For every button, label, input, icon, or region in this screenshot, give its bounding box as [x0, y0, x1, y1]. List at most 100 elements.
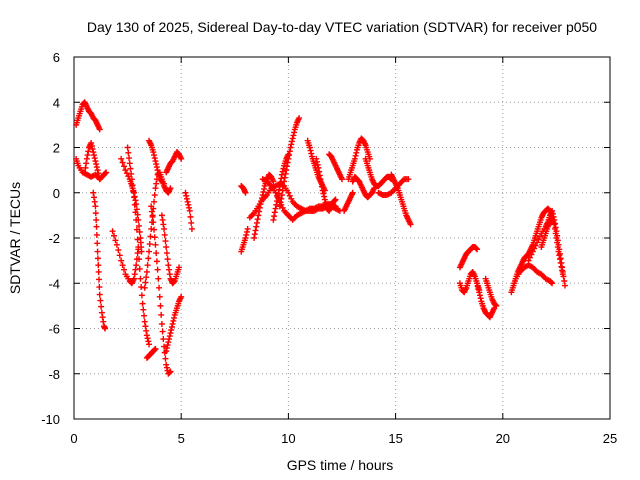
data-point — [549, 280, 556, 287]
data-point — [272, 205, 279, 212]
data-point — [91, 198, 98, 205]
data-point — [161, 231, 168, 238]
series-sat-b — [73, 155, 110, 183]
data-point — [94, 255, 101, 262]
data-point — [559, 267, 566, 274]
data-point — [296, 115, 303, 122]
data-point — [92, 158, 99, 165]
data-point — [141, 318, 148, 325]
data-point — [283, 163, 290, 170]
data-point — [257, 201, 264, 208]
data-point — [536, 233, 543, 240]
series-sat-z — [326, 151, 345, 183]
data-point — [90, 189, 97, 196]
data-point — [183, 192, 190, 199]
series-sat-x — [304, 137, 328, 194]
data-point — [316, 172, 323, 179]
data-point — [94, 248, 101, 255]
data-point — [96, 176, 103, 183]
data-point — [131, 194, 138, 201]
data-point — [557, 259, 564, 266]
data-point — [163, 244, 170, 251]
series-sat-w — [270, 151, 292, 223]
data-point — [274, 194, 281, 201]
data-point — [134, 236, 141, 243]
y-tick-label: 0 — [53, 186, 60, 201]
data-point — [405, 176, 412, 183]
data-point — [251, 231, 258, 238]
data-point — [151, 346, 158, 353]
data-point — [313, 158, 320, 165]
data-points — [73, 99, 568, 377]
y-tick-label: 6 — [53, 50, 60, 65]
data-point — [561, 282, 568, 289]
data-point — [164, 256, 171, 263]
x-tick-label: 5 — [178, 431, 185, 446]
data-point — [132, 209, 139, 216]
data-point — [279, 187, 286, 194]
data-point — [131, 271, 138, 278]
data-point — [85, 148, 92, 155]
data-point — [113, 241, 120, 248]
data-point — [314, 161, 321, 168]
data-point — [160, 221, 167, 228]
series-sat-al — [512, 262, 556, 287]
data-point — [551, 221, 558, 228]
data-point — [260, 188, 267, 195]
data-point — [168, 323, 175, 330]
data-point — [258, 198, 265, 205]
data-point — [95, 170, 102, 177]
series-sat-ad — [362, 155, 395, 189]
data-point — [163, 345, 170, 352]
data-point — [526, 254, 533, 261]
data-point — [99, 314, 106, 321]
data-point — [103, 169, 110, 176]
series-sat-i — [143, 345, 159, 361]
data-point — [316, 168, 323, 175]
data-point — [153, 250, 160, 257]
data-point — [147, 233, 154, 240]
data-point — [166, 333, 173, 340]
data-point — [307, 147, 314, 154]
data-point — [178, 155, 185, 162]
data-point — [112, 237, 119, 244]
data-point — [320, 190, 327, 197]
data-point — [90, 149, 97, 156]
data-point — [551, 225, 558, 232]
data-point — [156, 293, 163, 300]
data-point — [102, 325, 109, 332]
data-point — [141, 284, 148, 291]
x-tick-label: 20 — [496, 431, 510, 446]
data-point — [182, 189, 189, 196]
data-point — [151, 226, 158, 233]
data-point — [100, 318, 107, 325]
data-point — [111, 232, 118, 239]
data-point — [322, 199, 329, 206]
data-point — [535, 236, 542, 243]
data-point — [102, 170, 109, 177]
data-point — [528, 251, 535, 258]
data-point — [133, 262, 140, 269]
data-point — [145, 338, 152, 345]
data-point — [275, 190, 282, 197]
data-point — [121, 163, 128, 170]
data-point — [165, 339, 172, 346]
data-point — [142, 323, 149, 330]
data-point — [126, 155, 133, 162]
data-point — [119, 262, 126, 269]
series-sat-m — [158, 212, 183, 287]
data-point — [285, 189, 292, 196]
data-point — [152, 345, 159, 352]
data-point — [151, 234, 158, 241]
data-point — [119, 159, 126, 166]
data-point — [277, 199, 284, 206]
data-point — [146, 248, 153, 255]
data-point — [271, 209, 278, 216]
series-sat-ak — [508, 205, 553, 296]
data-point — [81, 169, 88, 176]
data-point — [321, 193, 328, 200]
series-sat-ac — [349, 173, 378, 201]
data-point — [188, 219, 195, 226]
data-point — [351, 155, 358, 162]
data-point — [146, 241, 153, 248]
